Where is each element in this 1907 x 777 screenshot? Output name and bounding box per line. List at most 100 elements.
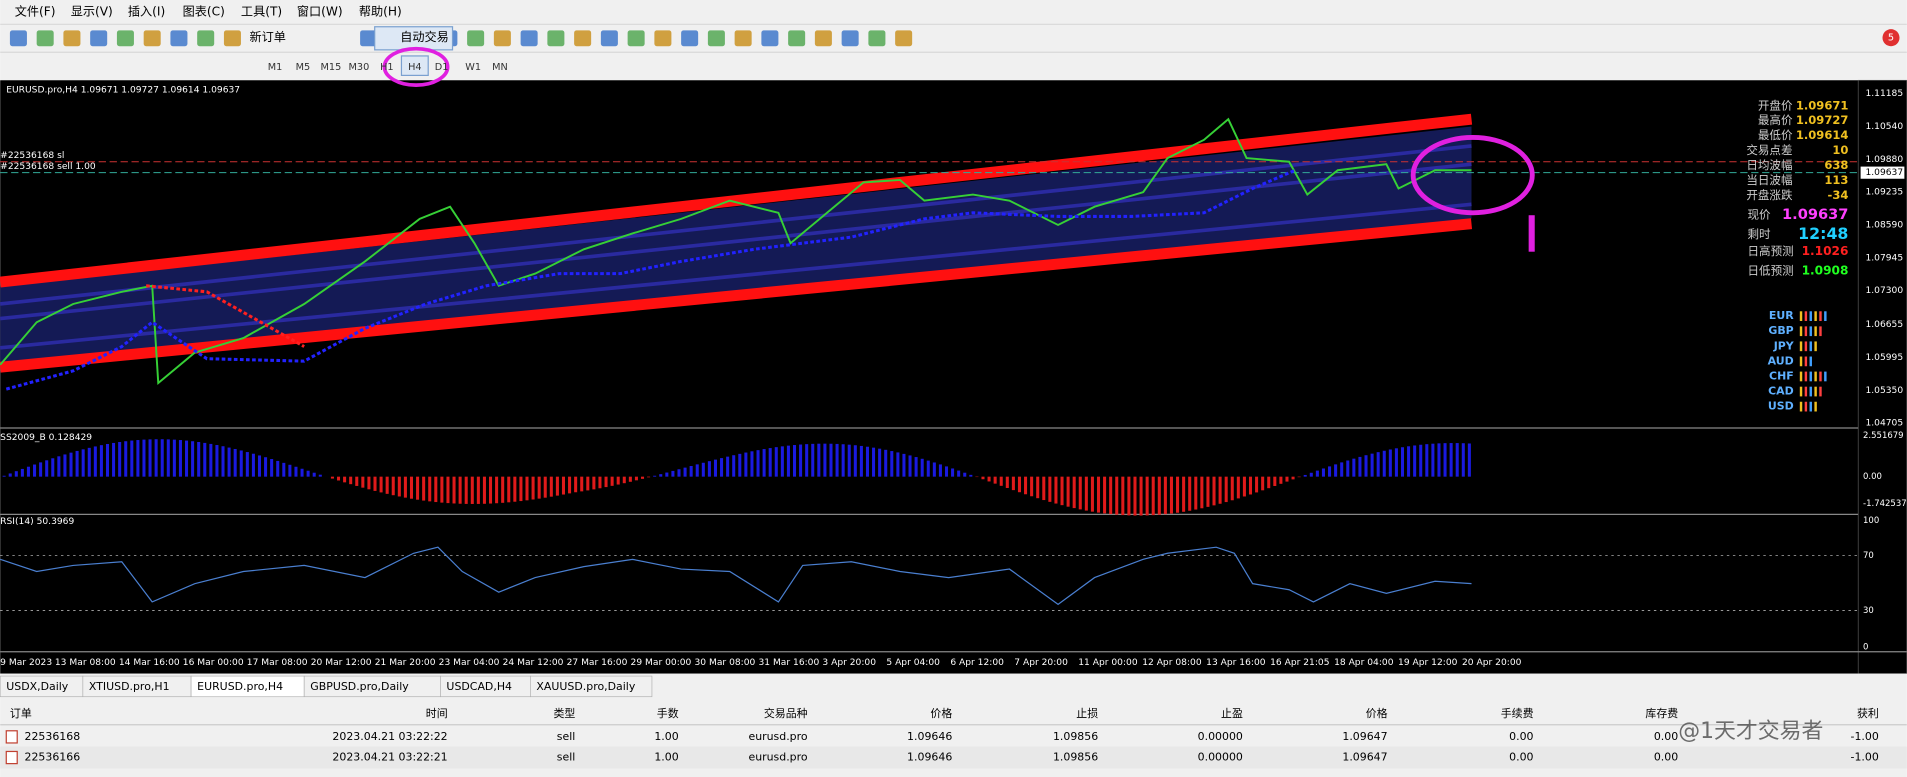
hist-bar xyxy=(938,464,942,477)
tab-label[interactable]: USDX,Daily xyxy=(6,680,69,693)
tab-label[interactable]: USDCAD,H4 xyxy=(446,680,512,693)
table-header: 手数 xyxy=(657,706,679,720)
hist-bar xyxy=(689,465,693,477)
hist-bar xyxy=(501,476,505,503)
hist-bar xyxy=(191,441,195,477)
price-path xyxy=(0,117,1472,386)
time-label: 16 Mar 00:00 xyxy=(183,658,244,668)
timeframe[interactable]: MN xyxy=(492,62,508,73)
menu-item[interactable]: 窗口(W) xyxy=(297,5,343,19)
info-label: 日均波幅 xyxy=(1746,158,1792,172)
timeframe[interactable]: M5 xyxy=(296,62,311,73)
menu-item[interactable]: 插入(I) xyxy=(128,5,165,19)
hist-bar xyxy=(653,475,657,477)
hist-bar xyxy=(944,466,949,477)
hist-bar xyxy=(20,468,24,477)
price-label: 1.04705 xyxy=(1865,419,1903,429)
hist-bar xyxy=(829,443,833,477)
timeframe[interactable]: M15 xyxy=(321,62,342,73)
hist-bar xyxy=(1054,476,1058,504)
timeframe[interactable]: H1 xyxy=(380,62,394,73)
hist-bar xyxy=(209,443,213,477)
button-auto-trade[interactable]: 自动交易 xyxy=(400,29,449,44)
badge xyxy=(1882,29,1900,47)
hist-bar xyxy=(707,461,711,477)
hist-bar xyxy=(227,447,231,477)
strength-bar xyxy=(1809,401,1812,412)
hist-bar xyxy=(610,476,614,486)
timeframe[interactable]: D1 xyxy=(435,62,449,73)
strength-bar xyxy=(1814,341,1817,352)
hist-bar xyxy=(561,476,565,495)
status-label: 剩时 xyxy=(1748,227,1772,241)
hist-bar xyxy=(1109,476,1113,515)
hist-bar xyxy=(677,469,681,477)
hist-bar xyxy=(586,476,590,491)
tool-icon xyxy=(360,30,378,47)
hist-bar xyxy=(1218,476,1222,504)
strength-bar xyxy=(1809,371,1812,382)
hist-bar xyxy=(1242,476,1246,497)
hist-bar xyxy=(294,466,298,477)
order-line-label: #22536168 sl xyxy=(0,151,64,161)
hist-bar xyxy=(622,476,626,484)
hist-bar xyxy=(768,448,772,477)
hist-bar xyxy=(1011,476,1015,491)
tab-label[interactable]: XAUUSD.pro,Daily xyxy=(536,680,635,693)
time-label: 11 Apr 00:00 xyxy=(1078,658,1138,668)
hist-bar xyxy=(1328,466,1332,477)
hist-bar xyxy=(1407,446,1411,477)
info-label: 最低价 xyxy=(1758,128,1793,142)
hist-bar xyxy=(805,444,809,477)
timeframe[interactable]: M30 xyxy=(349,62,370,73)
timeframe[interactable]: W1 xyxy=(465,62,481,73)
menu-item[interactable]: 文件(F) xyxy=(15,4,56,19)
timeframe[interactable]: H4 xyxy=(408,62,422,73)
hist-bar xyxy=(744,452,748,477)
hist-bar xyxy=(282,462,286,477)
strength-bar xyxy=(1819,386,1822,397)
hist-bar xyxy=(349,476,353,485)
menu-item[interactable]: 显示(V) xyxy=(71,5,113,19)
hist-bar xyxy=(726,456,730,477)
table-cell: eurusd.pro xyxy=(748,751,807,764)
hist-bar xyxy=(1388,449,1392,477)
hist-bar xyxy=(659,474,663,477)
tab-label[interactable]: XTIUSD.pro,H1 xyxy=(89,680,170,693)
trail-red xyxy=(145,284,305,348)
hist-bar xyxy=(756,450,760,477)
chart-area xyxy=(0,80,1907,674)
tool-icon xyxy=(600,30,618,47)
status-value: 1.1026 xyxy=(1802,244,1849,258)
status-label: 现价 xyxy=(1748,208,1772,222)
button-new-order[interactable]: 新订单 xyxy=(249,29,285,44)
hist-bar xyxy=(1024,476,1028,495)
time-label: 20 Mar 12:00 xyxy=(311,658,372,668)
price-label: 1.09637 xyxy=(1865,168,1903,178)
currency: USD xyxy=(1768,400,1794,413)
menu-item[interactable]: 图表(C) xyxy=(183,5,225,19)
hist-bar xyxy=(859,445,863,477)
time-label: 17 Mar 08:00 xyxy=(247,658,308,668)
hist-bar xyxy=(762,449,766,477)
info-value: 1.09727 xyxy=(1796,113,1849,127)
hist-bar xyxy=(1431,443,1435,477)
table-cell: 0.00 xyxy=(1654,751,1678,764)
tab-label[interactable]: GBPUSD.pro,Daily xyxy=(310,680,409,693)
hist-bar xyxy=(489,476,493,504)
price-label: 1.07300 xyxy=(1865,286,1903,296)
price-label: 1.09880 xyxy=(1865,155,1903,165)
hist-bar xyxy=(555,476,559,496)
annotation-circle xyxy=(1410,134,1535,216)
menu-item[interactable]: 帮助(H) xyxy=(359,5,402,19)
hist-bar xyxy=(1224,476,1228,503)
table-cell: 0.00 xyxy=(1509,751,1533,764)
tab-label[interactable]: EURUSD.pro,H4 xyxy=(197,680,283,693)
timeframe[interactable]: M1 xyxy=(268,62,283,73)
hist-bar xyxy=(63,454,67,477)
hist-bar xyxy=(251,453,255,477)
menu-item[interactable]: 工具(T) xyxy=(241,5,282,19)
info-label: 开盘价 xyxy=(1758,98,1793,112)
rsi-axis: 100 xyxy=(1863,516,1879,526)
